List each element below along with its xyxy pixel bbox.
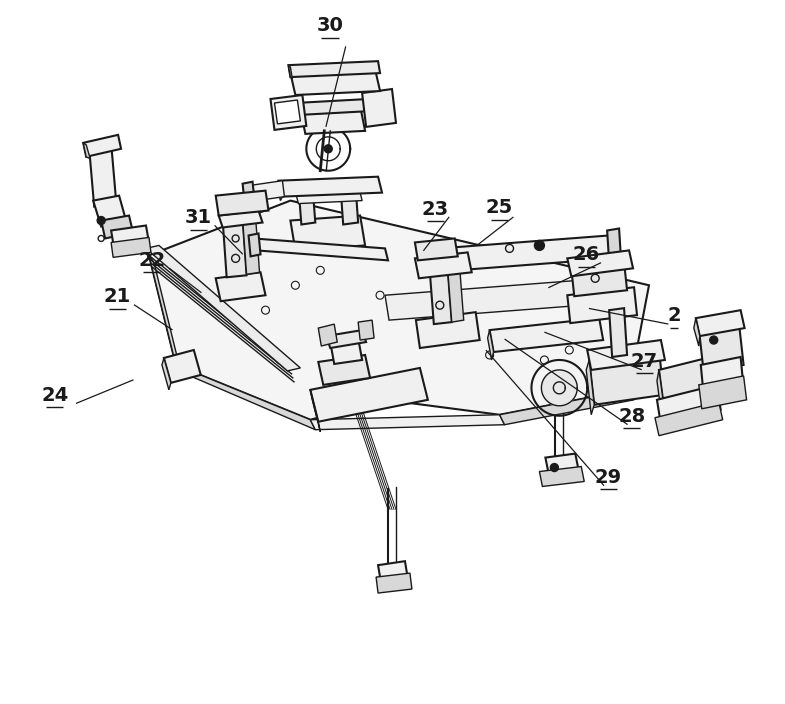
Polygon shape — [657, 370, 664, 417]
Polygon shape — [310, 415, 505, 429]
Polygon shape — [83, 135, 121, 157]
Polygon shape — [609, 308, 627, 357]
Polygon shape — [223, 218, 246, 277]
Text: 27: 27 — [630, 352, 658, 371]
Polygon shape — [340, 181, 358, 225]
Polygon shape — [499, 390, 634, 425]
Polygon shape — [542, 370, 577, 406]
Polygon shape — [587, 340, 665, 370]
Polygon shape — [111, 225, 149, 249]
Polygon shape — [490, 318, 603, 352]
Polygon shape — [376, 573, 412, 593]
Polygon shape — [362, 89, 396, 127]
Polygon shape — [288, 61, 380, 77]
Text: 24: 24 — [41, 386, 68, 405]
Polygon shape — [295, 103, 303, 117]
Polygon shape — [111, 237, 151, 258]
Polygon shape — [275, 100, 301, 124]
Polygon shape — [318, 355, 370, 385]
Polygon shape — [701, 357, 743, 396]
Text: 29: 29 — [595, 467, 622, 486]
Polygon shape — [694, 318, 699, 346]
Polygon shape — [164, 350, 201, 383]
Polygon shape — [89, 143, 116, 206]
Polygon shape — [290, 69, 380, 95]
Text: 30: 30 — [316, 16, 343, 35]
Polygon shape — [216, 272, 265, 301]
Polygon shape — [440, 235, 613, 271]
Polygon shape — [298, 184, 316, 225]
Polygon shape — [415, 239, 458, 260]
Circle shape — [97, 217, 105, 225]
Polygon shape — [249, 234, 261, 256]
Polygon shape — [447, 268, 464, 322]
Polygon shape — [290, 215, 365, 251]
Polygon shape — [310, 390, 320, 432]
Circle shape — [535, 241, 545, 251]
Polygon shape — [327, 330, 366, 348]
Polygon shape — [586, 360, 594, 415]
Circle shape — [324, 145, 332, 153]
Circle shape — [550, 463, 558, 472]
Polygon shape — [571, 263, 627, 296]
Polygon shape — [83, 143, 90, 159]
Polygon shape — [539, 467, 584, 486]
Polygon shape — [659, 355, 724, 407]
Polygon shape — [438, 249, 444, 280]
Polygon shape — [385, 280, 583, 320]
Polygon shape — [487, 330, 494, 360]
Polygon shape — [657, 385, 721, 425]
Polygon shape — [546, 453, 579, 477]
Text: 26: 26 — [573, 246, 600, 264]
Polygon shape — [696, 310, 745, 336]
Text: 2: 2 — [667, 306, 681, 325]
Polygon shape — [330, 338, 362, 364]
Circle shape — [710, 336, 717, 344]
Polygon shape — [254, 239, 388, 260]
Polygon shape — [162, 358, 171, 390]
Text: 25: 25 — [486, 199, 513, 218]
Polygon shape — [655, 402, 723, 436]
Polygon shape — [279, 177, 382, 196]
Polygon shape — [590, 350, 664, 405]
Polygon shape — [216, 191, 268, 215]
Polygon shape — [416, 312, 480, 348]
Polygon shape — [93, 196, 126, 227]
Polygon shape — [568, 287, 637, 323]
Polygon shape — [276, 181, 283, 201]
Polygon shape — [378, 561, 408, 583]
Polygon shape — [415, 253, 472, 278]
Polygon shape — [101, 215, 133, 239]
Text: 22: 22 — [138, 251, 166, 270]
Polygon shape — [176, 365, 316, 429]
Polygon shape — [219, 210, 262, 227]
Polygon shape — [149, 201, 649, 420]
Polygon shape — [149, 256, 181, 372]
Polygon shape — [358, 320, 374, 340]
Polygon shape — [295, 99, 372, 115]
Polygon shape — [297, 193, 362, 203]
Text: 28: 28 — [618, 407, 645, 426]
Polygon shape — [301, 106, 365, 134]
Polygon shape — [699, 376, 747, 409]
Polygon shape — [243, 182, 254, 203]
Polygon shape — [568, 251, 633, 276]
Polygon shape — [243, 217, 260, 275]
Polygon shape — [310, 368, 428, 422]
Polygon shape — [146, 246, 301, 371]
Polygon shape — [607, 229, 621, 263]
Polygon shape — [318, 324, 338, 346]
Polygon shape — [271, 95, 306, 130]
Text: 23: 23 — [422, 200, 449, 219]
Polygon shape — [288, 65, 292, 79]
Polygon shape — [699, 320, 743, 373]
Polygon shape — [249, 181, 284, 201]
Polygon shape — [430, 270, 451, 324]
Text: 31: 31 — [185, 208, 212, 227]
Text: 21: 21 — [104, 287, 131, 306]
